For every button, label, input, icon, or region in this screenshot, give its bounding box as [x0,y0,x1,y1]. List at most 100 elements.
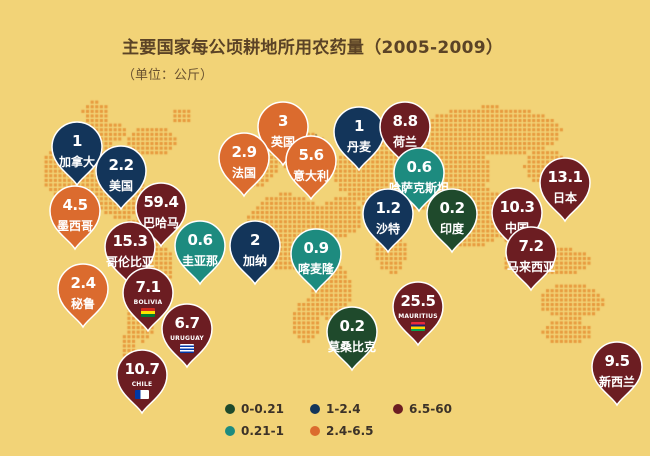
marker-value: 13.1 [547,168,583,186]
map-marker: 7.1 BOLIVIA [122,267,174,333]
map-marker: 4.5 墨西哥 [49,185,101,251]
marker-value: 2.9 [231,143,257,161]
marker-value: 5.6 [298,146,324,164]
marker-value: 3 [278,112,288,130]
marker-value: 8.8 [392,112,418,130]
marker-country: 加纳 [242,254,268,268]
map-marker: 1 丹麦 [333,106,385,172]
marker-value: 0.6 [187,231,213,249]
marker-pin-shape [174,220,226,286]
marker-value: 7.1 [135,278,161,296]
marker-value: 59.4 [143,193,179,211]
marker-value: 0.6 [406,158,432,176]
marker-country: 沙特 [375,222,401,236]
marker-pin-shape [49,185,101,251]
legend-label: 2.4-6.5 [326,424,374,438]
legend-swatch [310,404,320,414]
marker-pin-shape [591,341,643,407]
marker-value: 10.7 [124,360,160,378]
marker-value: 0.9 [303,239,329,257]
map-marker: 0.6 哈萨克斯坦 [389,147,449,213]
marker-country: MAURITIUS [398,313,438,320]
marker-value: 9.5 [604,352,630,370]
marker-value: 1 [72,132,82,150]
legend-swatch [393,404,403,414]
marker-value: 15.3 [112,232,148,250]
marker-country: 秘鲁 [70,297,96,311]
marker-country: URUGUAY [170,335,204,342]
country-flag-icon [180,344,194,353]
marker-pin-shape [505,226,557,292]
marker-value: 10.3 [499,198,535,216]
map-marker: 25.5 MAURITIUS [392,281,444,347]
marker-country: CHILE [131,381,153,388]
marker-pin-shape [362,188,414,254]
legend-item-1-2.4: 1-2.4 [310,402,361,416]
legend-item-6.5-60: 6.5-60 [393,402,452,416]
marker-country: 巴哈马 [142,216,180,230]
marker-pin-shape [392,281,444,347]
marker-country: 英国 [270,135,296,149]
marker-value: 6.7 [174,314,200,332]
marker-country: 莫桑比克 [327,340,377,354]
marker-pin-shape [161,303,213,369]
marker-country: 喀麦隆 [297,262,335,276]
chart-title: 主要国家每公顷耕地所用农药量（2005-2009） [122,38,504,58]
marker-value: 25.5 [400,292,436,310]
marker-pin-shape [333,106,385,172]
marker-country: 法国 [231,166,257,180]
marker-pin-shape [326,306,378,372]
marker-pin-shape [285,135,337,201]
country-flag-icon [411,322,425,331]
marker-country: 意大利 [292,169,330,183]
map-marker: 0.2 莫桑比克 [326,306,378,372]
map-marker: 6.7 URUGUAY [161,303,213,369]
marker-country: 墨西哥 [56,219,94,233]
country-flag-icon [141,308,155,317]
marker-value: 0.2 [439,199,465,217]
marker-value: 7.2 [518,237,544,255]
legend-label: 0.21-1 [241,424,284,438]
legend-swatch [225,404,235,414]
marker-pin-shape [116,349,168,415]
marker-value: 2 [250,231,260,249]
marker-country: 美国 [108,179,134,193]
marker-pin-shape [393,147,445,213]
legend-label: 1-2.4 [326,402,361,416]
marker-country: 哈萨克斯坦 [388,181,450,195]
map-marker: 9.5 新西兰 [591,341,643,407]
marker-country: 荷兰 [392,135,418,149]
map-marker: 2.4 秘鲁 [57,263,109,329]
marker-pin-shape [218,132,270,198]
map-marker: 2.9 法国 [218,132,270,198]
legend-item-0.21-1: 0.21-1 [225,424,284,438]
marker-value: 1.2 [375,199,401,217]
marker-country: 新西兰 [598,375,636,389]
chart-subtitle: （单位：公斤） [122,68,214,83]
map-marker: 0.6 圭亚那 [174,220,226,286]
map-marker: 1.2 沙特 [362,188,414,254]
marker-country: 哥伦比亚 [105,255,155,269]
marker-value: 1 [354,117,364,135]
marker-pin-shape [290,228,342,294]
marker-pin-shape [539,157,591,223]
legend: 0-0.21 1-2.4 6.5-60 0.21-1 2.4-6.5 [225,402,525,446]
legend-swatch [225,426,235,436]
marker-country: 印度 [439,222,465,236]
map-marker: 10.7 CHILE [116,349,168,415]
marker-country: 日本 [552,191,578,205]
marker-pin-shape [95,145,147,211]
map-marker: 2.2 美国 [95,145,147,211]
marker-country: 圭亚那 [181,254,219,268]
map-marker: 0.9 喀麦隆 [290,228,342,294]
map-marker: 0.2 印度 [426,188,478,254]
legend-label: 6.5-60 [409,402,452,416]
marker-value: 2.2 [108,156,134,174]
marker-country: 丹麦 [346,140,372,154]
marker-pin-shape [229,220,281,286]
marker-value: 4.5 [62,196,88,214]
map-marker: 13.1 日本 [539,157,591,223]
